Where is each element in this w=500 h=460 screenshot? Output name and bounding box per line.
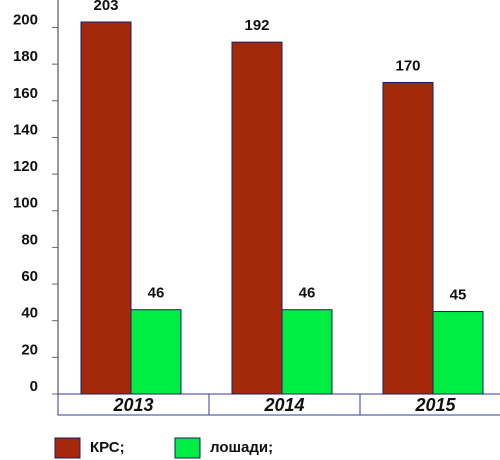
y-tick-label: 0 [30,378,38,395]
y-tick-label: 180 [13,48,38,65]
x-tick-label: 2014 [263,395,304,415]
data-label: 46 [148,285,165,302]
data-label: 203 [93,0,118,14]
y-tick-label: 120 [13,158,38,175]
data-label: 170 [395,57,420,74]
legend-label: КРС; [90,439,125,456]
y-tick-label: 40 [21,305,38,322]
x-tick-label: 2015 [414,395,456,415]
bar [80,21,132,395]
y-tick-label: 100 [13,195,38,212]
y-tick-label: 60 [21,268,38,285]
y-tick-label: 160 [13,85,38,102]
x-tick-label: 2013 [112,395,153,415]
legend-swatch [54,437,81,459]
data-label: 192 [244,17,269,34]
legend-swatch [174,437,201,459]
legend-label: лошади; [210,439,273,456]
bar [432,311,484,395]
y-tick-label: 140 [13,121,38,138]
y-tick-label: 20 [21,341,38,358]
bar [382,81,434,395]
bar [281,309,333,395]
y-tick-label: 80 [21,231,38,248]
bar [231,41,283,395]
bar [130,309,182,395]
y-tick-label: 200 [13,11,38,28]
data-label: 46 [299,285,316,302]
data-label: 45 [450,287,467,304]
